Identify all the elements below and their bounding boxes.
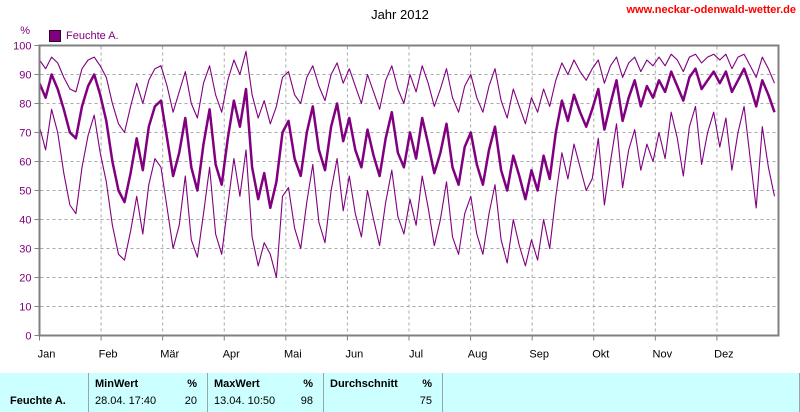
y-tick-label: 90 [19, 70, 31, 82]
y-tick-label: 80 [19, 99, 31, 111]
legend-color-swatch-icon [49, 30, 61, 42]
x-tick-label: Aug [468, 349, 488, 361]
x-tick-label: Dez [714, 349, 734, 361]
humidity-year-plot: 0 10 20 30 40 50 60 70 80 90 100 Jan Feb Mär Apr Mai Jun… [13, 41, 780, 361]
y-tick-label: 60 [19, 157, 31, 169]
x-tick-label: Jun [346, 349, 364, 361]
durchschnitt-unit: % [422, 378, 432, 390]
chart-legend: Feuchte A. [49, 30, 119, 42]
minwert-value: 20 [184, 395, 197, 407]
x-tick-label: Mär [160, 349, 179, 361]
x-tick-label: Jul [409, 349, 423, 361]
maxwert-unit: % [303, 378, 313, 390]
stats-row-label: Feuchte A. [10, 395, 66, 407]
y-tick-label: 30 [19, 244, 31, 256]
y-tick-label: 100 [13, 41, 31, 53]
maxwert-timestamp: 13.04. 10:50 [214, 395, 276, 407]
series-line-min [38, 105, 776, 279]
y-tick-label: 40 [19, 215, 31, 227]
minwert-header: MinWert [95, 378, 139, 390]
series-line-max [39, 50, 776, 134]
x-tick-label: Mai [284, 349, 302, 361]
x-tick-label: Nov [653, 349, 673, 361]
table-separator [207, 373, 208, 412]
y-axis-unit-label: % [20, 25, 30, 37]
minwert-timestamp: 28.04. 17:40 [95, 395, 157, 407]
y-tick-label: 70 [19, 128, 31, 140]
plot-frame [38, 44, 780, 337]
page-title: Jahr 2012 [371, 7, 429, 22]
table-separator [323, 373, 324, 412]
website-link[interactable]: www.neckar-odenwald-wetter.de [626, 4, 796, 16]
x-tick-label: Apr [223, 349, 240, 361]
table-separator [88, 373, 89, 412]
maxwert-header: MaxWert [214, 378, 260, 390]
minwert-unit: % [187, 378, 197, 390]
x-tick-label: Okt [592, 349, 609, 361]
legend-label: Feuchte A. [66, 30, 119, 42]
y-tick-label: 50 [19, 186, 31, 198]
y-tick-label: 0 [25, 331, 31, 343]
stats-table: Feuchte A. MinWert % 28.04. 17:40 20 Max… [0, 373, 800, 412]
durchschnitt-header: Durchschnitt [330, 378, 398, 390]
series-line-mean [38, 67, 776, 210]
x-tick-label: Sep [529, 349, 549, 361]
y-tick-label: 10 [19, 302, 31, 314]
x-tick-label: Jan [38, 349, 56, 361]
x-tick-label: Feb [99, 349, 118, 361]
durchschnitt-value: 75 [419, 395, 432, 407]
table-separator [442, 373, 443, 412]
y-tick-label: 20 [19, 273, 31, 285]
maxwert-value: 98 [300, 395, 313, 407]
